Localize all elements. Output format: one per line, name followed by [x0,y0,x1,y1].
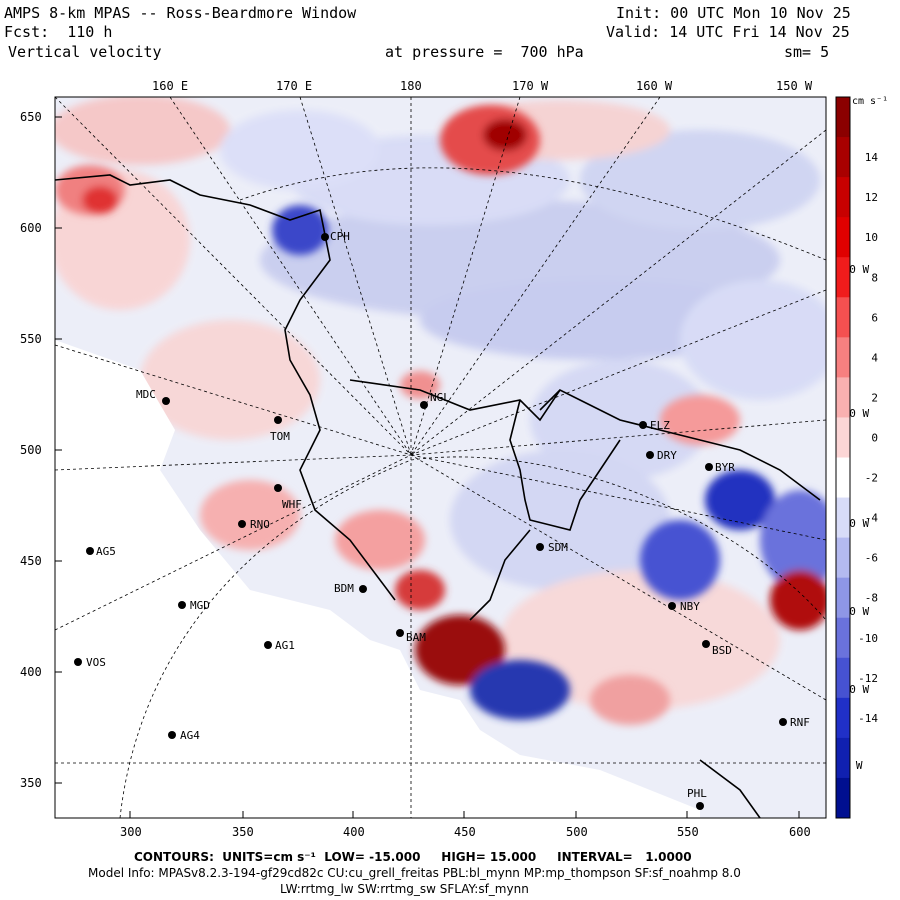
model-title: AMPS 8-km MPAS -- Ross-Beardmore Window [4,4,357,22]
map-frame [54,96,827,819]
x-tick-label: 350 [232,825,254,839]
lon-label: 160 E [152,79,188,93]
colorbar-label: 6 [871,311,878,324]
station-label: AG1 [275,639,295,652]
colorbar-label: 14 [865,151,879,164]
field-name: Vertical velocity [8,43,162,61]
colorbar-label: -6 [865,552,878,565]
station-label: NBY [680,600,700,613]
longitude-labels: 160 E 170 E 180 170 W 160 W 150 W [152,79,813,93]
colorbar-swatch [836,377,850,418]
colorbar-swatch [836,737,850,779]
station-label: BAM [406,631,426,644]
lon-label: 160 W [636,79,673,93]
colorbar-swatch [836,97,850,138]
station-label: DRY [657,449,677,462]
x-tick-label: 500 [566,825,588,839]
station-label: WHF [282,498,302,511]
station-label: MDC [136,388,156,401]
station-label: ELZ [650,419,670,432]
x-tick-label: 600 [789,825,811,839]
colorbar-label: 10 [865,231,878,244]
lon-label: 170 E [276,79,312,93]
colorbar: 14 12 10 8 6 4 2 0 -2 -4 -6 -8 -10 -12 -14 [835,96,879,819]
y-tick-label: 600 [20,221,42,235]
colorbar-swatch [836,457,850,499]
colorbar-label: 2 [871,391,878,404]
forecast-hour: Fcst: 110 h [4,23,113,41]
colorbar-label: -14 [858,712,878,725]
colorbar-label: -10 [858,632,878,645]
y-tick-label: 400 [20,665,42,679]
station-label: RNF [790,716,810,729]
station-labels: MDC TOM WHF RNO AG5 MGD AG1 VOS AG4 BDM … [86,230,810,800]
x-tick-label: 300 [120,825,142,839]
colorbar-label: -8 [865,592,878,605]
x-tick-label: 400 [343,825,365,839]
colorbar-swatch [836,177,850,218]
smoothing: sm= 5 [784,43,830,61]
init-time: Init: 00 UTC Mon 10 Nov 25 [616,4,851,22]
station-label: BYR [715,461,735,474]
colorbar-label: -2 [865,472,878,485]
lon-label: 180 [400,79,422,93]
colorbar-swatch [836,217,850,258]
colorbar-swatch [836,697,850,739]
colorbar-units: cm s⁻¹ [852,96,888,107]
colorbar-swatch [836,297,850,338]
y-tick-label: 650 [20,110,42,124]
physics-info: LW:rrtmg_lw SW:rrtmg_sw SFLAY:sf_mynn [280,882,529,896]
y-tick-label: 500 [20,443,42,457]
valid-time: Valid: 14 UTC Fri 14 Nov 25 [606,23,850,41]
station-label: RNO [250,518,270,531]
colorbar-label: 0 [871,431,878,444]
colorbar-label: 8 [871,271,878,284]
colorbar-swatch [836,497,850,539]
x-axis: 300 350 400 450 500 550 600 [120,825,811,839]
colorbar-swatch [836,577,850,619]
colorbar-label: -12 [858,672,878,685]
x-tick-label: 550 [677,825,699,839]
colorbar-swatch [836,337,850,378]
colorbar-swatch [836,537,850,579]
colorbar-swatch [836,257,850,298]
station-label: MGD [190,599,210,612]
y-tick-label: 450 [20,554,42,568]
station-label: AG5 [96,545,116,558]
station-label: BSD [712,644,732,657]
colorbar-swatch [836,137,850,178]
model-info: Model Info: MPASv8.2.3-194-gf29cd82c CU:… [88,866,741,880]
colorbar-swatch [836,417,850,458]
vertical-velocity-field [55,97,826,818]
pressure-level: at pressure = 700 hPa [385,43,584,61]
lon-label: 150 W [776,79,813,93]
station-label: BDM [334,582,354,595]
x-tick-label: 450 [454,825,476,839]
colorbar-label: -4 [865,512,879,525]
y-tick-label: 550 [20,332,42,346]
colorbar-swatch [836,777,850,819]
station-label: PHL [687,787,707,800]
colorbar-swatch [836,617,850,659]
contour-info: CONTOURS: UNITS=cm s⁻¹ LOW= -15.000 HIGH… [134,850,692,864]
station-label: SDM [548,541,568,554]
y-axis: 650 600 550 500 450 400 350 [20,110,42,790]
lon-label: 170 W [512,79,549,93]
station-label: AG4 [180,729,200,742]
colorbar-swatch [836,657,850,699]
station-label: VOS [86,656,106,669]
colorbar-label: 4 [871,351,878,364]
station-label: NGL [430,391,450,404]
colorbar-label: 12 [865,191,878,204]
y-tick-label: 350 [20,776,42,790]
station-label: TOM [270,430,290,443]
station-label: CPH [330,230,350,243]
